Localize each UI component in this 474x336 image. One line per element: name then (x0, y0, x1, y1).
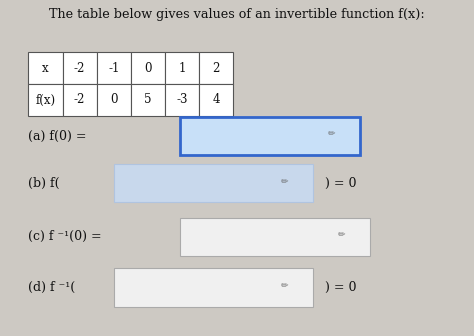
Bar (63, 84, 97, 116)
Text: (b) f(: (b) f( (28, 177, 60, 190)
Text: -2: -2 (74, 61, 85, 75)
Bar (199, 84, 233, 116)
Text: ✏: ✏ (281, 281, 288, 290)
Text: (a) f(0) =: (a) f(0) = (28, 130, 87, 142)
Text: (d) f ⁻¹(: (d) f ⁻¹( (28, 281, 76, 294)
Bar (131, 84, 165, 116)
Text: 0: 0 (110, 93, 118, 107)
Text: 0: 0 (144, 61, 152, 75)
Bar (165, 84, 199, 116)
Bar (165, 52, 199, 84)
Text: 1: 1 (178, 61, 186, 75)
Text: -3: -3 (176, 93, 188, 107)
Text: 2: 2 (212, 61, 220, 75)
Bar (28, 52, 63, 84)
Text: ✏: ✏ (281, 177, 288, 186)
Text: ✏: ✏ (328, 130, 336, 139)
Text: x: x (42, 61, 49, 75)
Bar (180, 117, 360, 155)
Text: ✏: ✏ (337, 231, 345, 240)
Text: -2: -2 (74, 93, 85, 107)
Text: ) = 0: ) = 0 (325, 177, 356, 190)
Bar (131, 52, 165, 84)
Text: The table below gives values of an invertible function f(x):: The table below gives values of an inver… (49, 8, 425, 22)
Bar (63, 52, 97, 84)
Text: ) = 0: ) = 0 (325, 281, 356, 294)
Bar (180, 218, 370, 256)
Text: 5: 5 (144, 93, 152, 107)
Bar (114, 268, 313, 306)
Bar (97, 52, 131, 84)
Text: -1: -1 (108, 61, 119, 75)
Text: f(x): f(x) (36, 93, 55, 107)
Bar (114, 164, 313, 202)
Text: 4: 4 (212, 93, 220, 107)
Text: (c) f ⁻¹(0) =: (c) f ⁻¹(0) = (28, 230, 102, 243)
Bar (97, 84, 131, 116)
Bar (199, 52, 233, 84)
Bar (28, 84, 63, 116)
